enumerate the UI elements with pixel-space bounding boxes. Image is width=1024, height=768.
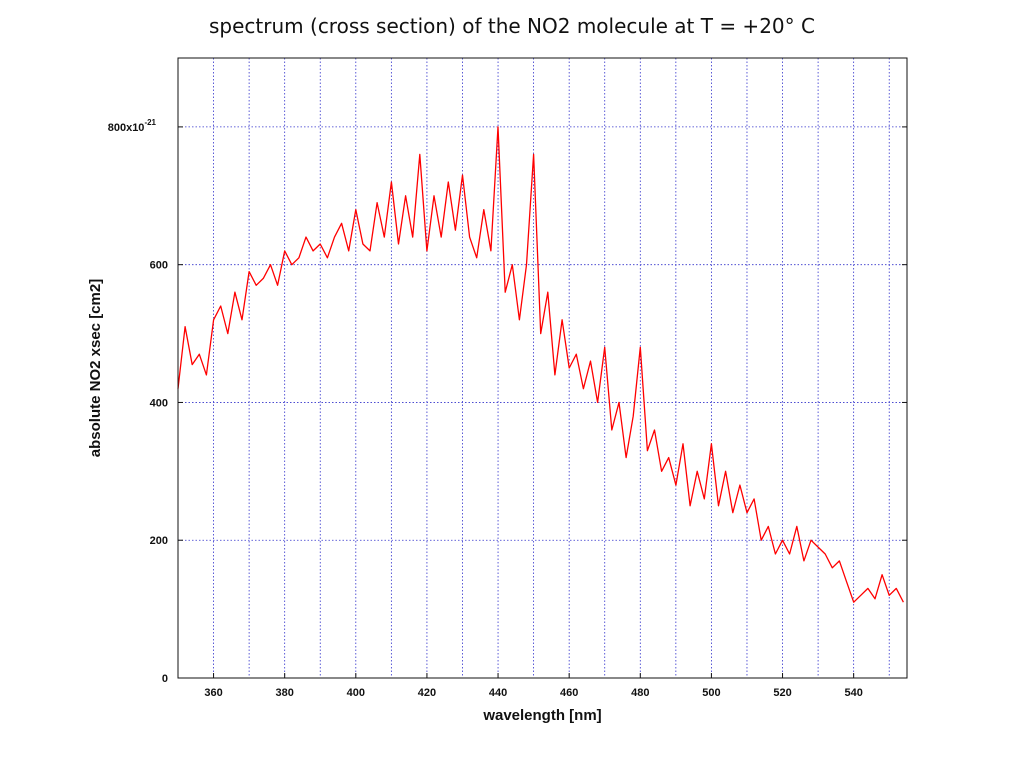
y-tick-label: 400 — [150, 397, 168, 409]
x-tick-label: 360 — [204, 687, 222, 699]
y-axis: 0 200 400 600 800x10-21 — [108, 118, 907, 685]
y-tick-label: 200 — [150, 535, 168, 547]
series-line — [177, 126, 904, 603]
x-tick-label: 440 — [489, 687, 507, 699]
x-tick-label: 520 — [773, 687, 791, 699]
y-gridlines — [178, 126, 907, 541]
chart-title: spectrum (cross section) of the NO2 mole… — [209, 14, 815, 38]
x-tick-label: 500 — [702, 687, 720, 699]
plot-area — [178, 58, 907, 678]
x-tick-label: 420 — [418, 687, 436, 699]
x-tick-label: 380 — [276, 687, 294, 699]
y-tick-label: 0 — [162, 673, 168, 685]
x-tick-label: 480 — [631, 687, 649, 699]
x-tick-label: 400 — [347, 687, 365, 699]
plot-frame — [177, 57, 908, 679]
y-axis-label: absolute NO2 xsec [cm2] — [87, 279, 104, 457]
x-axis: 360 380 400 420 440 460 480 500 520 540 — [204, 673, 863, 699]
y-tick-label: 600 — [150, 260, 168, 272]
x-tick-label: 540 — [844, 687, 862, 699]
y-tick-label: 800x10-21 — [108, 118, 157, 134]
x-axis-label: wavelength [nm] — [482, 707, 601, 724]
x-tick-label: 460 — [560, 687, 578, 699]
